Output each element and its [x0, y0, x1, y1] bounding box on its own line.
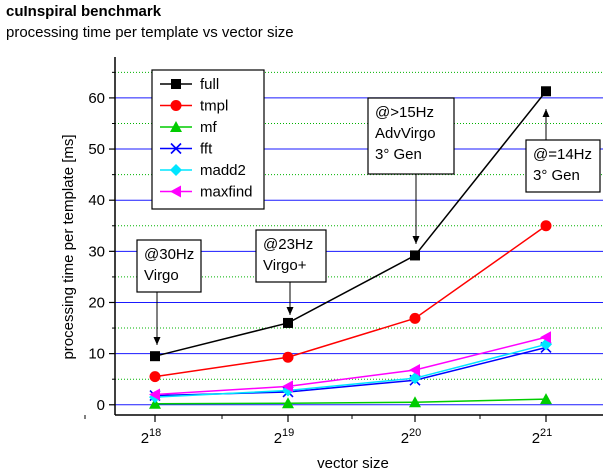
data-point-mf [540, 393, 552, 405]
data-point-mf [282, 397, 294, 409]
x-axis-label: vector size [317, 455, 389, 472]
y-tick-label: 30 [88, 243, 105, 260]
series-line-fft [154, 346, 547, 397]
chart-title: cuInspiral benchmark [6, 3, 162, 20]
data-point-tmpl [282, 351, 294, 363]
legend-label: tmpl [200, 98, 228, 115]
data-point-mf [149, 397, 161, 409]
annotation-text: @30Hz [144, 246, 194, 263]
x-tick-label: 220 [401, 427, 422, 447]
data-point-full [541, 86, 551, 97]
annotation-arrowhead [153, 337, 161, 345]
legend-marker [171, 79, 181, 89]
data-point-full [150, 351, 160, 362]
data-point-tmpl [149, 371, 161, 383]
data-point-tmpl [540, 220, 552, 232]
legend-box [151, 69, 265, 210]
x-tick-label: 221 [532, 427, 553, 447]
annotation-arrowhead [286, 307, 294, 315]
annotation-text: Virgo+ [263, 257, 307, 274]
legend: full tmpl mf fft madd2 maxfind [151, 69, 265, 210]
annotation-text: 3° Gen [375, 146, 422, 163]
y-tick-label: 40 [88, 192, 105, 209]
data-point-tmpl [409, 312, 421, 324]
legend-marker [170, 185, 181, 198]
legend-label: mf [200, 119, 217, 136]
x-tick-label: 218 [141, 427, 162, 447]
legend-label: fft [200, 141, 213, 158]
annotation-text: 3° Gen [533, 167, 580, 184]
annotation-arrowhead [412, 236, 420, 244]
annotation-box [525, 139, 601, 193]
annotation-text: @>15Hz [375, 104, 434, 121]
y-tick-label: 0 [97, 397, 105, 414]
series-line-full [154, 90, 547, 357]
y-tick-label: 10 [88, 346, 105, 363]
data-point-maxfind [282, 380, 293, 393]
series-line-mf [154, 398, 547, 405]
legend-marker [170, 121, 182, 132]
series-line-maxfind [154, 336, 547, 396]
legend-label: full [200, 76, 219, 93]
chart-subtitle: processing time per template vs vector s… [6, 24, 294, 41]
data-point-full [410, 250, 420, 261]
y-tick-label: 60 [88, 90, 105, 107]
series-line-madd2 [154, 343, 547, 398]
data-point-maxfind [540, 331, 551, 344]
data-point-madd2 [409, 372, 421, 385]
annotation-text: @=14Hz [533, 146, 592, 163]
annotation-text: Virgo [144, 267, 179, 284]
annotation-arrowhead [542, 109, 550, 117]
data-point-maxfind [149, 388, 160, 401]
legend-label: maxfind [200, 184, 253, 201]
annotation-box [255, 229, 327, 283]
series-line-tmpl [154, 225, 547, 378]
annotation-box [367, 97, 455, 175]
legend-label: madd2 [200, 162, 246, 179]
y-tick-label: 50 [88, 141, 105, 158]
annotations: @30Hz Virgo @23Hz Virgo+ @>15Hz AdvVirgo 3° Ge… [136, 97, 601, 345]
y-axis-label: processing time per template [ms] [60, 134, 77, 359]
axes: 0 10 20 30 40 50 60 218 219 220 221 [84, 57, 603, 447]
annotation-text: AdvVirgo [375, 125, 436, 142]
annotation-text: @23Hz [263, 236, 313, 253]
data-point-full [283, 317, 293, 328]
x-tick-label: 219 [274, 427, 295, 447]
y-tick-label: 20 [88, 294, 105, 311]
annotation-box [136, 239, 202, 293]
legend-marker [170, 164, 182, 176]
legend-marker [170, 142, 182, 155]
data-point-mf [409, 396, 421, 408]
data-point-maxfind [409, 363, 420, 376]
legend-marker [170, 100, 182, 111]
series [149, 86, 552, 409]
